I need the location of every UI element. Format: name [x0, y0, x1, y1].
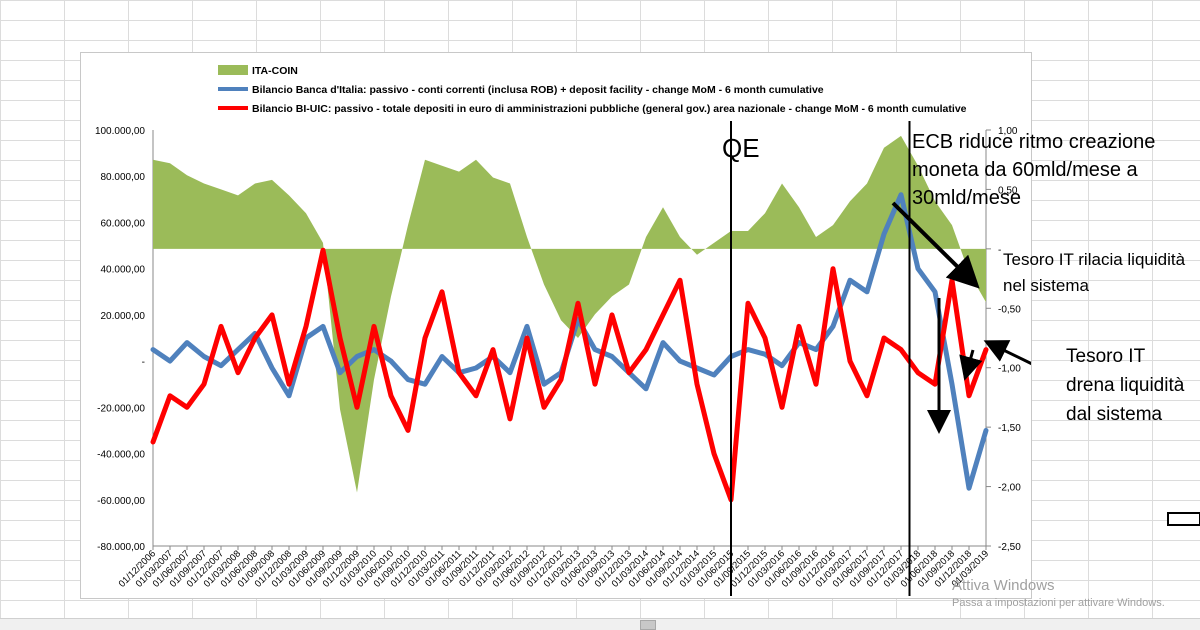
left-axis-tick-label: 80.000,00: [101, 172, 146, 183]
annotation-qe: QE: [722, 133, 760, 164]
tesoro-drena-arrow-small: [959, 349, 983, 381]
right-axis-tick-label: -: [998, 245, 1001, 256]
annotation-tesoro-drena: Tesoro IT drena liquidità dal sistema: [1066, 346, 1185, 425]
annotation-ecb: ECB riduce ritmo creazione moneta da 60m…: [912, 131, 1156, 209]
chart-area[interactable]: ITA-COIN Bilancio Banca d'Italia: passivo…: [80, 52, 1032, 599]
left-axis-tick-label: -80.000,00: [97, 542, 145, 553]
right-axis-tick-label: 1,00: [998, 126, 1018, 137]
left-axis-tick-label: -: [142, 357, 145, 368]
legend-label-2: Bilancio BI-UIC: passivo - totale deposi…: [252, 103, 967, 115]
annotation-tesoro-rilascia: Tesoro IT rilacia liquidità nel sistema: [1003, 250, 1186, 295]
ecb-arrow: [891, 201, 980, 289]
right-axis-tick-label: -0,50: [998, 304, 1021, 315]
qe-label: QE: [722, 133, 760, 163]
left-axis-tick-label: 100.000,00: [95, 126, 145, 137]
legend-swatch-0: [218, 65, 248, 75]
selected-cell-box[interactable]: [1167, 512, 1200, 526]
legend-label-1: Bilancio Banca d'Italia: passivo - conti…: [252, 84, 824, 96]
horizontal-scrollbar[interactable]: [0, 618, 1200, 630]
watermark-title: Attiva Windows: [952, 577, 1055, 594]
right-axis-tick-label: -2,00: [998, 483, 1021, 494]
left-axis-tick-label: 60.000,00: [101, 218, 146, 229]
left-axis-tick-label: -20.000,00: [97, 403, 145, 414]
legend-label-0: ITA-COIN: [252, 65, 298, 77]
right-axis-tick-label: -1,00: [998, 364, 1021, 375]
left-axis-tick-label: 40.000,00: [101, 265, 146, 276]
watermark-subtitle: Passa a impostazioni per attivare Window…: [952, 597, 1165, 609]
series-ita-coin-area: [153, 135, 986, 493]
chart-svg: ITA-COIN Bilancio Banca d'Italia: passivo…: [95, 65, 1031, 596]
tesoro-drena-arrow: [983, 340, 1031, 366]
left-axis-tick-label: -60.000,00: [97, 496, 145, 507]
left-axis-tick-label: 20.000,00: [101, 311, 146, 322]
series-bi-uic-line: [150, 247, 989, 503]
left-axis-tick-label: -40.000,00: [97, 450, 145, 461]
right-axis-tick-label: -2,50: [998, 542, 1021, 553]
right-axis-tick-label: 0,50: [998, 185, 1018, 196]
right-axis-tick-label: -1,50: [998, 423, 1021, 434]
